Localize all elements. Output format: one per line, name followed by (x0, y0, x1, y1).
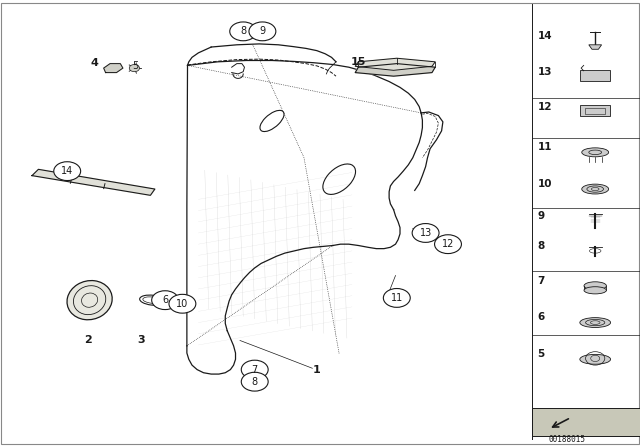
Ellipse shape (580, 354, 611, 364)
Circle shape (412, 224, 439, 242)
Ellipse shape (584, 282, 607, 290)
Text: 15: 15 (351, 57, 366, 67)
Text: 13: 13 (419, 228, 432, 238)
Circle shape (169, 294, 196, 313)
FancyBboxPatch shape (532, 408, 640, 436)
Text: 8: 8 (252, 377, 258, 387)
Text: 12: 12 (538, 102, 552, 112)
Polygon shape (32, 169, 155, 195)
Text: 3: 3 (137, 336, 145, 345)
Text: 7: 7 (252, 365, 258, 375)
Text: 2: 2 (84, 336, 92, 345)
Circle shape (129, 65, 140, 72)
Text: 4: 4 (91, 58, 99, 68)
Text: 6: 6 (538, 312, 545, 322)
Text: 13: 13 (538, 67, 552, 77)
FancyBboxPatch shape (580, 70, 610, 81)
Ellipse shape (580, 318, 611, 327)
Ellipse shape (582, 148, 609, 157)
Polygon shape (355, 64, 435, 76)
Text: 12: 12 (442, 239, 454, 249)
Text: 10: 10 (176, 299, 189, 309)
Text: 10: 10 (538, 179, 552, 189)
Ellipse shape (67, 280, 112, 320)
Text: 11: 11 (538, 142, 552, 152)
Ellipse shape (584, 287, 607, 294)
Text: 14: 14 (538, 31, 552, 41)
Text: 9: 9 (538, 211, 545, 221)
Text: 00188015: 00188015 (548, 435, 586, 444)
FancyBboxPatch shape (580, 105, 610, 116)
Text: 5: 5 (538, 349, 545, 359)
Circle shape (230, 22, 257, 41)
Circle shape (241, 360, 268, 379)
Circle shape (54, 162, 81, 181)
Polygon shape (589, 45, 602, 49)
Polygon shape (355, 58, 435, 70)
Text: 9: 9 (259, 26, 266, 36)
Text: 1: 1 (313, 365, 321, 375)
Circle shape (152, 291, 179, 310)
Text: 14: 14 (61, 166, 74, 176)
Ellipse shape (582, 184, 609, 194)
Text: 8: 8 (538, 241, 545, 251)
Circle shape (249, 22, 276, 41)
Text: 6: 6 (162, 295, 168, 305)
Circle shape (241, 372, 268, 391)
Text: 11: 11 (390, 293, 403, 303)
Text: 8: 8 (240, 26, 246, 36)
Polygon shape (104, 64, 123, 73)
Text: 5: 5 (132, 61, 139, 71)
Circle shape (435, 235, 461, 254)
Text: 7: 7 (538, 276, 545, 286)
Circle shape (383, 289, 410, 307)
